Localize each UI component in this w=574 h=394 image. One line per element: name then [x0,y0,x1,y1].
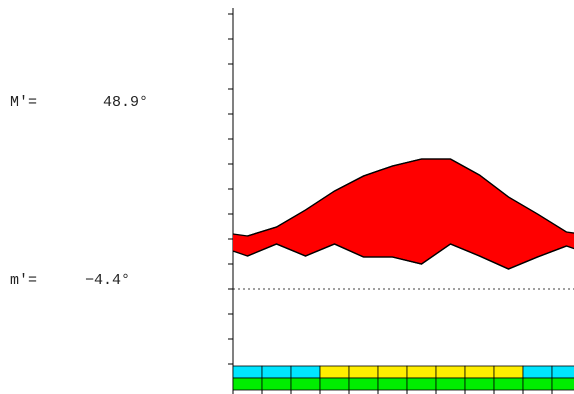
base-cell [435,377,466,391]
month-cell [233,365,263,379]
month-cell [464,365,495,379]
min-value: −4.4° [85,272,130,289]
base-cell [493,377,524,391]
line [247,158,567,237]
base-cell [261,377,292,391]
base-cell [348,377,379,391]
month-cell [493,365,524,379]
band-area [233,159,574,269]
month-cell [290,365,321,379]
base-cell [233,377,263,391]
month-cell [435,365,466,379]
base-cell [464,377,495,391]
min-label: m′= [10,272,37,289]
max-label: M′= [10,94,37,111]
base-cell [522,377,553,391]
month-cell [406,365,437,379]
base-cell [551,377,574,391]
month-cell [377,365,408,379]
month-cell [261,365,292,379]
month-cell [348,365,379,379]
base-cell [377,377,408,391]
base-cell [319,377,350,391]
max-value: 48.9° [103,94,148,111]
line [247,243,567,270]
month-cell [319,365,350,379]
base-cell [406,377,437,391]
month-cell [522,365,553,379]
month-cell [551,365,574,379]
base-cell [290,377,321,391]
